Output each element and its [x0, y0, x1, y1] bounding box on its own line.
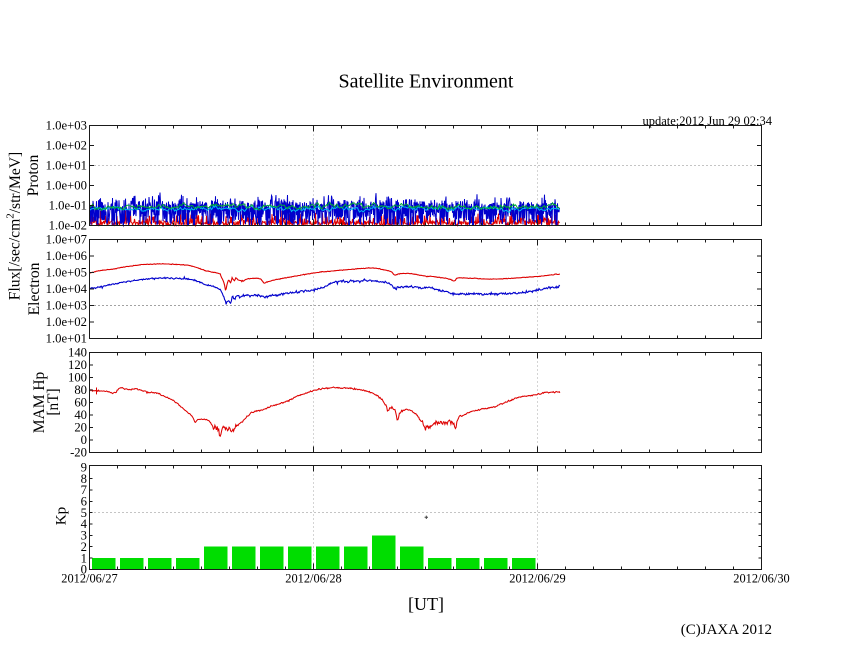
svg-text:20: 20: [74, 421, 87, 435]
svg-text:[nT]: [nT]: [45, 388, 62, 415]
svg-text:2012/06/30: 2012/06/30: [733, 572, 789, 586]
svg-text:Kp: Kp: [53, 507, 70, 526]
svg-text:1.0e+01: 1.0e+01: [46, 159, 87, 173]
svg-text:4: 4: [81, 517, 88, 531]
svg-text:Satellite Environment: Satellite Environment: [339, 71, 514, 93]
svg-text:2012/06/27: 2012/06/27: [61, 572, 117, 586]
svg-text:Flux[/sec/cm2/str/MeV]: Flux[/sec/cm2/str/MeV]: [5, 152, 24, 300]
svg-text:2: 2: [81, 540, 87, 554]
svg-text:9: 9: [81, 461, 87, 475]
svg-text:100: 100: [68, 371, 87, 385]
svg-text:1.0e+00: 1.0e+00: [46, 179, 87, 193]
svg-text:120: 120: [68, 358, 87, 372]
svg-text:(C)JAXA 2012: (C)JAXA 2012: [681, 622, 772, 638]
svg-text:1.0e+03: 1.0e+03: [46, 299, 87, 313]
svg-text:5: 5: [81, 506, 87, 520]
svg-text:1.0e+05: 1.0e+05: [46, 266, 87, 280]
svg-text:1.0e+04: 1.0e+04: [46, 282, 88, 296]
svg-text:MAM Hp: MAM Hp: [31, 371, 48, 433]
svg-text:1.0e+01: 1.0e+01: [46, 332, 87, 346]
svg-text:1.0e+06: 1.0e+06: [46, 249, 87, 263]
svg-text:60: 60: [74, 396, 87, 410]
svg-text:1.0e-02: 1.0e-02: [49, 219, 87, 233]
svg-text:1: 1: [81, 551, 87, 565]
svg-text:1.0e+02: 1.0e+02: [46, 139, 87, 153]
svg-text:1.0e+07: 1.0e+07: [46, 233, 87, 247]
svg-text:2012/06/28: 2012/06/28: [285, 572, 341, 586]
svg-text:7: 7: [81, 483, 87, 497]
svg-text:6: 6: [81, 495, 87, 509]
svg-text:140: 140: [68, 346, 87, 360]
svg-text:1.0e+03: 1.0e+03: [46, 119, 87, 133]
svg-text:80: 80: [74, 383, 87, 397]
svg-text:2012/06/29: 2012/06/29: [509, 572, 565, 586]
svg-text:1.0e+02: 1.0e+02: [46, 315, 87, 329]
svg-text:[UT]: [UT]: [408, 594, 444, 614]
svg-text:0: 0: [81, 433, 87, 447]
svg-text:8: 8: [81, 472, 87, 486]
svg-text:Electron: Electron: [26, 262, 43, 315]
svg-text:1.0e-01: 1.0e-01: [49, 199, 87, 213]
svg-text:-20: -20: [70, 446, 87, 460]
svg-text:40: 40: [74, 408, 87, 422]
svg-text:Proton: Proton: [25, 155, 42, 197]
svg-text:update:2012 Jun 29 02:34: update:2012 Jun 29 02:34: [642, 114, 772, 128]
svg-text:0: 0: [81, 563, 87, 577]
svg-text:3: 3: [81, 529, 87, 543]
